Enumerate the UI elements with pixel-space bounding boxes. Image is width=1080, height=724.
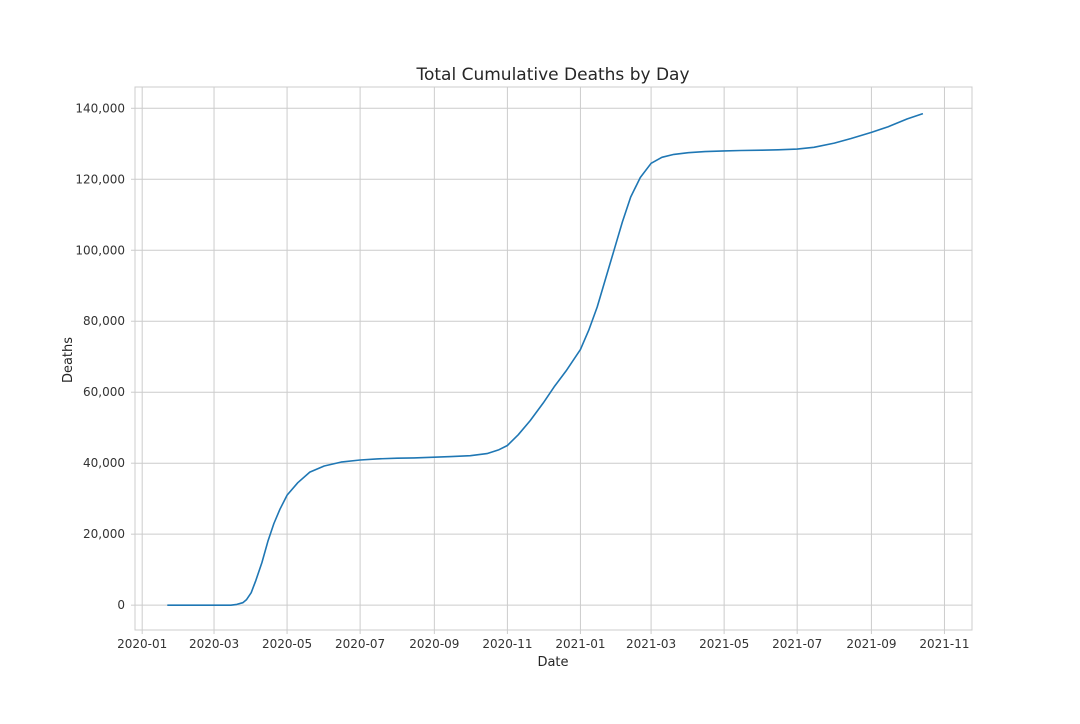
x-tick-label: 2020-01 xyxy=(117,637,167,651)
x-tick-label: 2020-07 xyxy=(335,637,385,651)
x-axis-label: Date xyxy=(537,655,568,670)
x-tick-label: 2020-09 xyxy=(409,637,459,651)
x-tick-label: 2021-01 xyxy=(555,637,605,651)
x-tick-label: 2021-03 xyxy=(626,637,676,651)
y-tick-label: 40,000 xyxy=(83,456,125,470)
x-tick-label: 2020-03 xyxy=(189,637,239,651)
y-tick-label: 80,000 xyxy=(83,314,125,328)
tick-labels: 2020-01 2020-03 2020-05 2020-07 2020-09 2020-… xyxy=(75,101,969,651)
y-tick-label: 60,000 xyxy=(83,385,125,399)
chart-title: Total Cumulative Deaths by Day xyxy=(415,65,689,85)
x-tick-label: 2020-11 xyxy=(482,637,532,651)
y-tick-label: 0 xyxy=(117,598,125,612)
plot-frame xyxy=(134,86,973,631)
plot-area xyxy=(135,87,972,630)
y-tick-label: 100,000 xyxy=(75,243,125,257)
x-tick-label: 2020-05 xyxy=(262,637,312,651)
grid-lines xyxy=(135,87,972,630)
tick-marks xyxy=(131,107,945,634)
series-line-cumulative-deaths xyxy=(167,112,924,606)
x-tick-label: 2021-09 xyxy=(846,637,896,651)
x-tick-label: 2021-05 xyxy=(699,637,749,651)
y-tick-label: 140,000 xyxy=(75,101,125,115)
x-tick-label: 2021-11 xyxy=(919,637,969,651)
x-tick-label: 2021-07 xyxy=(772,637,822,651)
y-tick-label: 20,000 xyxy=(83,527,125,541)
y-axis-label: Deaths xyxy=(61,337,76,383)
y-tick-label: 120,000 xyxy=(75,172,125,186)
